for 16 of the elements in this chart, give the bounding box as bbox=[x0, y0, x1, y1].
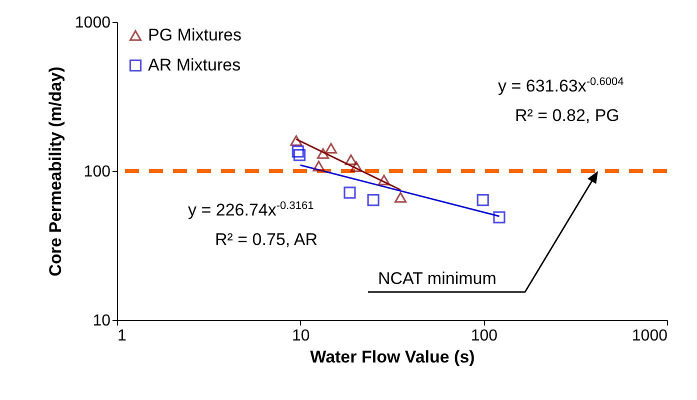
annotation: y = 226.74x$^{-0.3161}$ bbox=[188, 200, 314, 221]
annotation: R² = 0.75, AR bbox=[215, 230, 318, 250]
annotation: R² = 0.82, PG bbox=[515, 106, 620, 126]
x-tick-label: 100 bbox=[470, 328, 498, 344]
x-tick-label: 10 bbox=[292, 328, 310, 344]
annotation: y = 631.63x$^{-0.6004}$ bbox=[498, 76, 624, 97]
y-tick-label: 1000 bbox=[74, 14, 111, 32]
legend-label: AR Mixtures bbox=[148, 56, 241, 74]
legend-label: PG Mixtures bbox=[148, 26, 242, 44]
y-axis-title: Core Permeability (m/day) bbox=[46, 66, 65, 276]
x-axis-title: Water Flow Value (s) bbox=[310, 348, 475, 366]
annotation: NCAT minimum bbox=[378, 269, 496, 289]
y-tick-label: 10 bbox=[92, 312, 111, 330]
y-tick-label: 100 bbox=[84, 164, 111, 180]
x-tick-label: 1 bbox=[118, 328, 126, 344]
x-tick-label: 1000 bbox=[632, 328, 668, 344]
